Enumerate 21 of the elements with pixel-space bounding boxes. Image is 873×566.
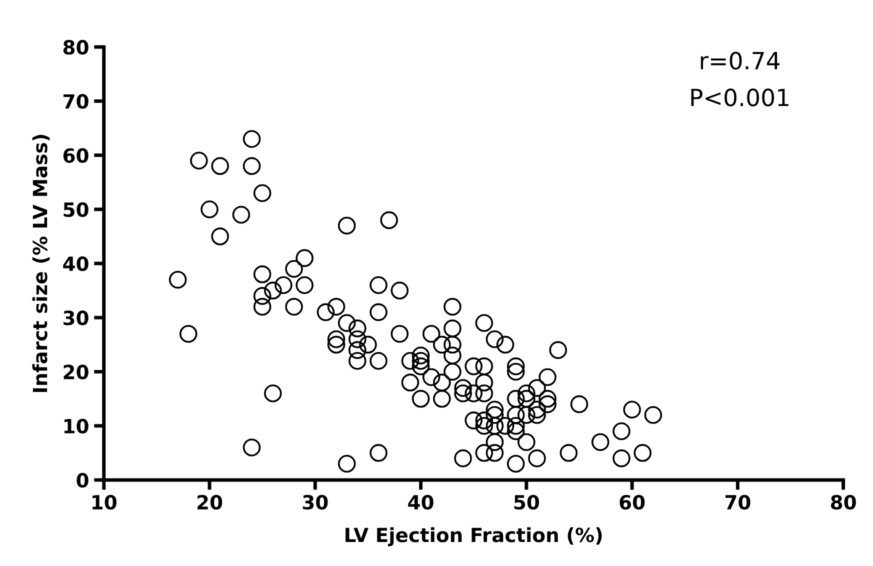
y-tick-label: 20 <box>64 364 88 380</box>
x-tick-label: 80 <box>830 494 856 510</box>
x-tick-label: 50 <box>514 494 540 510</box>
x-tick-label: 60 <box>620 494 645 510</box>
x-tick-label: 30 <box>302 494 328 510</box>
y-tick-label: 0 <box>76 472 88 488</box>
y-tick-label: 10 <box>64 418 88 434</box>
y-tick-label: 80 <box>63 40 88 55</box>
y-tick-label: 70 <box>64 94 88 109</box>
x-tick-label: 10 <box>92 494 116 510</box>
x-tick-label: 20 <box>198 494 222 510</box>
x-axis-title: LV Ejection Fraction (%) <box>346 527 602 546</box>
annotation: r=0.74 <box>700 52 780 70</box>
x-tick-label: 70 <box>725 494 750 510</box>
y-tick-label: 30 <box>64 310 88 326</box>
x-tick-label: 40 <box>408 494 434 510</box>
y-tick-label: 40 <box>63 256 88 272</box>
y-tick-label: 50 <box>64 202 88 218</box>
y-tick-label: 60 <box>63 148 88 163</box>
annotation: P<0.001 <box>691 88 788 106</box>
y-axis-title: Infarct size (% LV Mass) <box>32 134 50 392</box>
